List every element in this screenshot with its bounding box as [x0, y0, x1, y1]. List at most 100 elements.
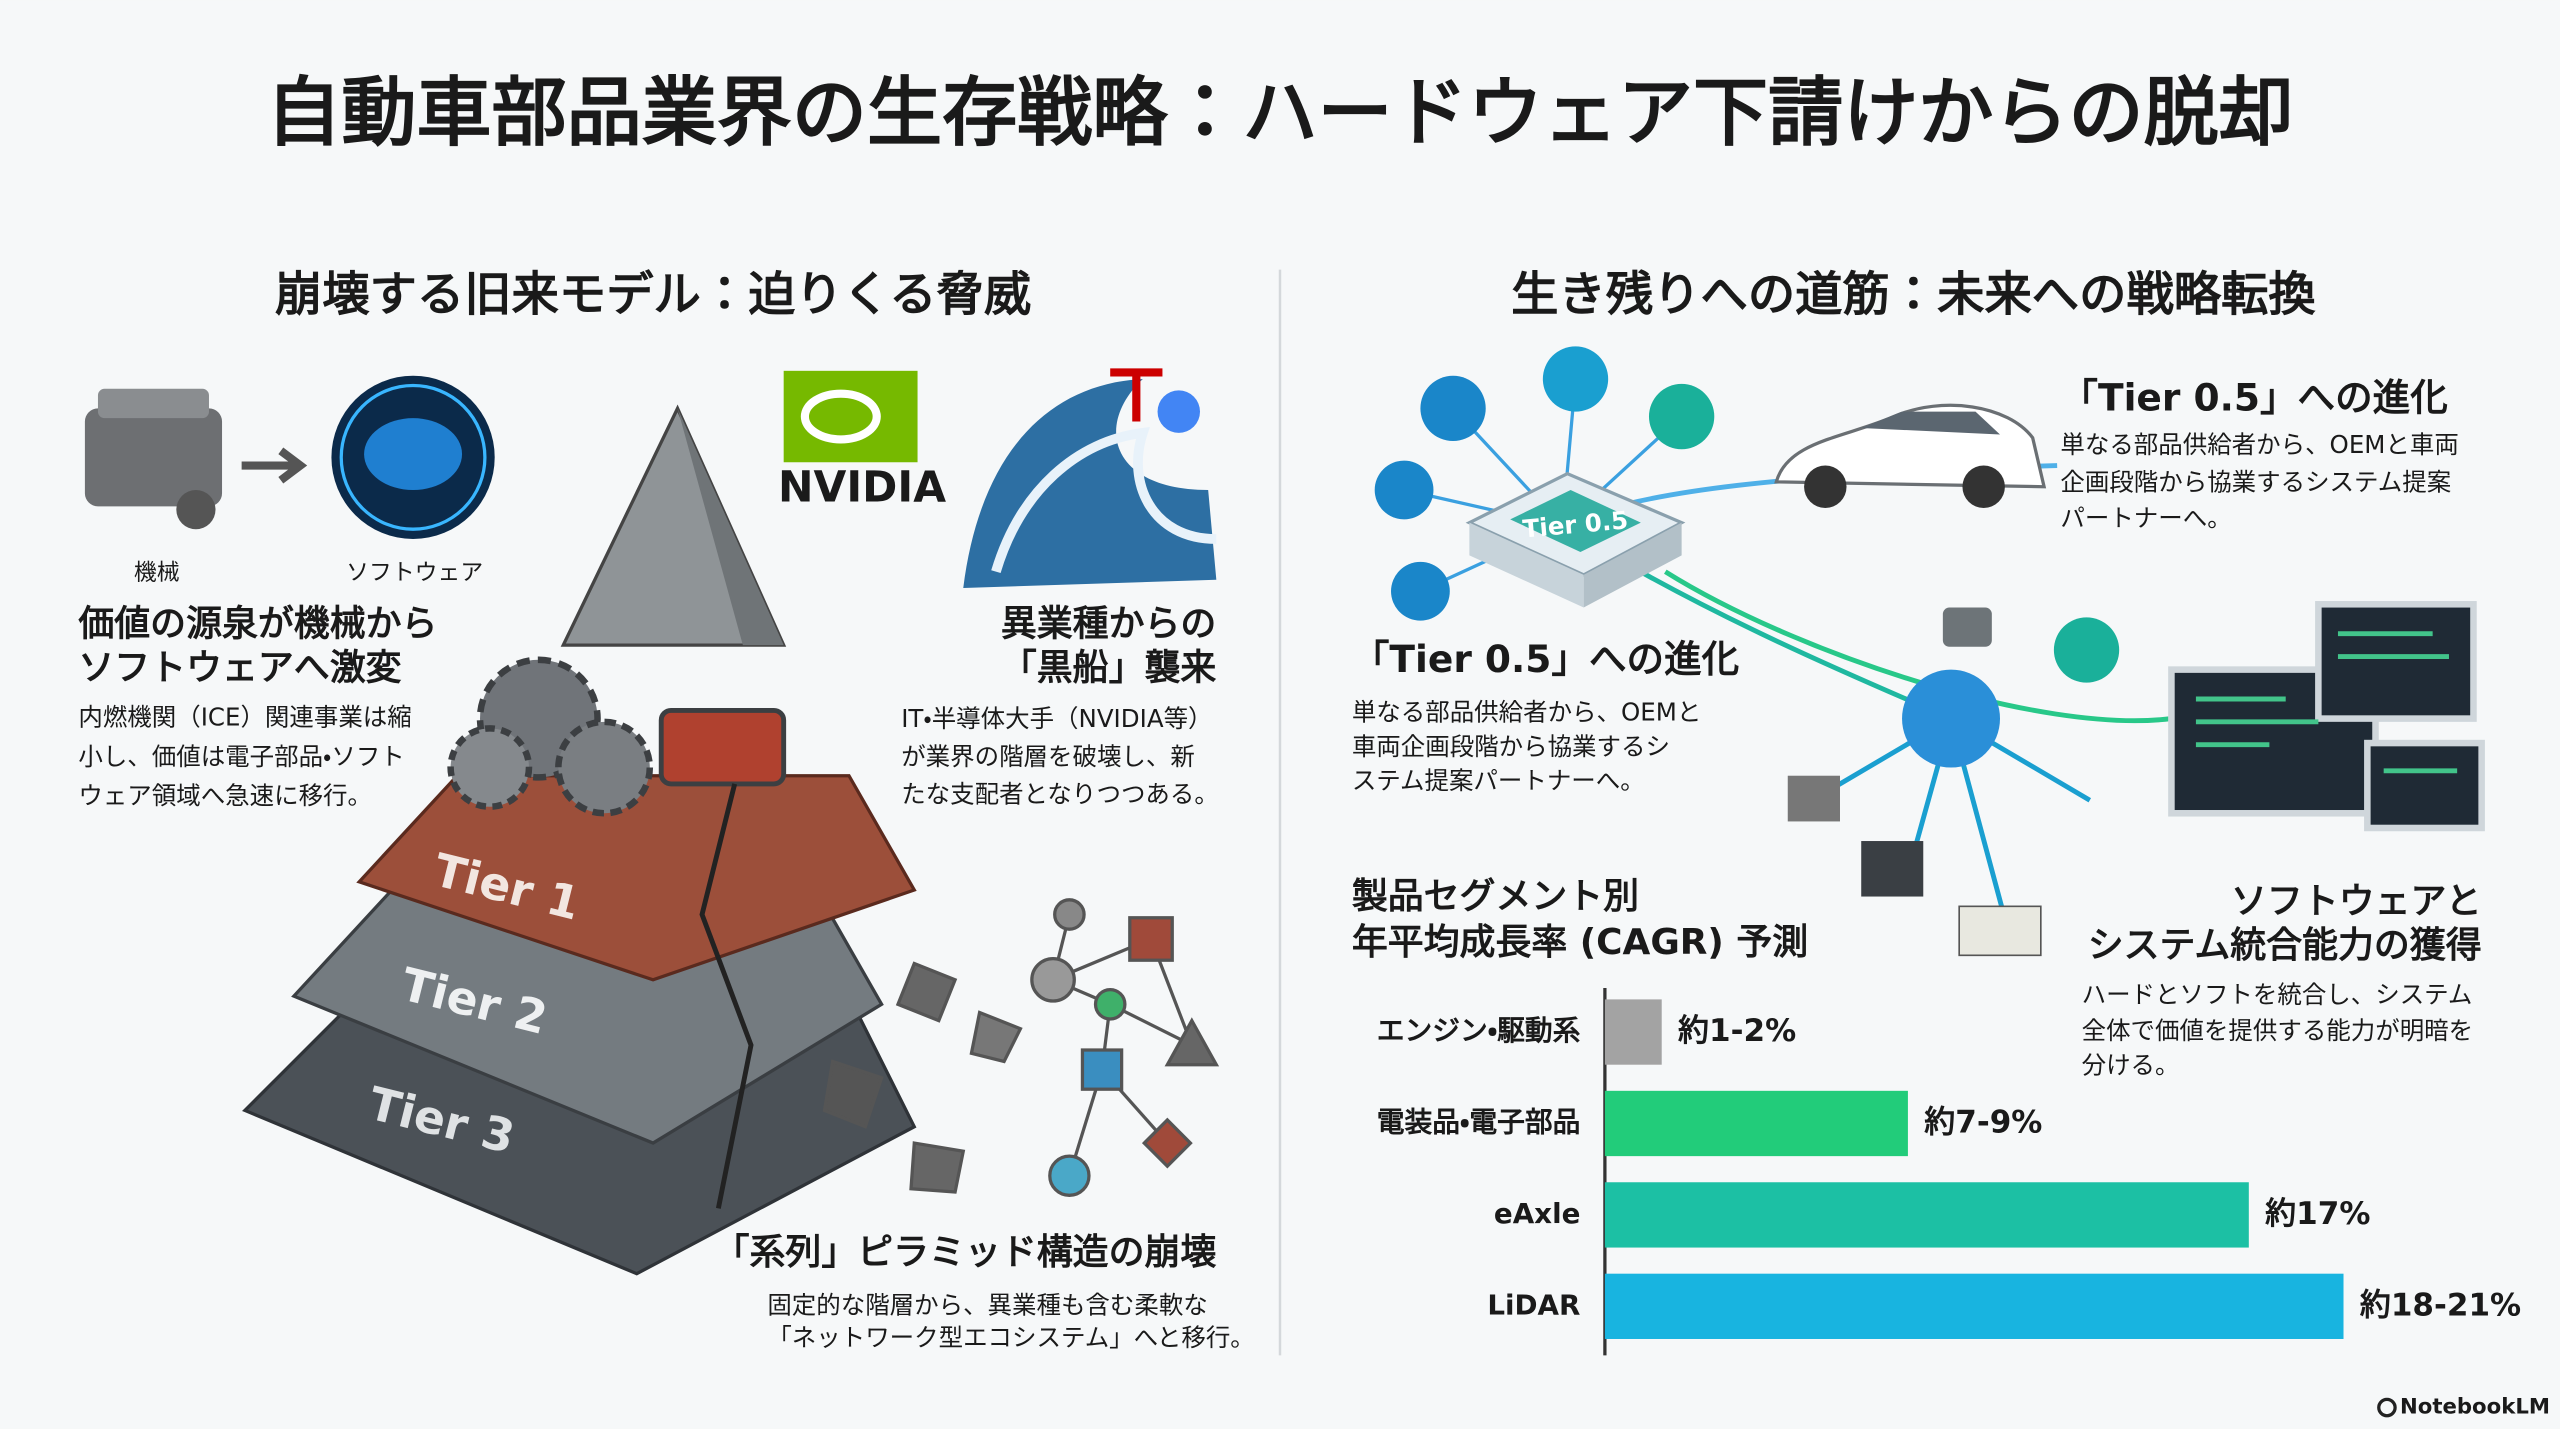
block-title: 異業種からの [1001, 604, 1216, 645]
arrow [241, 447, 308, 484]
network-part [1164, 1017, 1220, 1067]
nvidia-logo [783, 370, 918, 463]
ecosystem-network-part [1664, 569, 2172, 724]
node-icons-part [1902, 669, 2000, 768]
engine-icon-part [97, 388, 209, 419]
brain-icon-part [364, 418, 463, 491]
node-icons-part [1391, 561, 1450, 621]
block-body: 企画段階から協業するシステム提案 [2060, 467, 2451, 496]
pyramid-part [658, 707, 787, 787]
hub-box-part [1583, 522, 1682, 608]
node-icons-part [1542, 346, 1609, 412]
block-body: 全体で価値を提供する能力が明暗を [2082, 1016, 2474, 1045]
logo-part [2377, 1397, 2397, 1418]
block-body: が業界の階層を破壊し、新 [901, 742, 1195, 771]
wave-part [1157, 390, 1200, 433]
node-icons-part [2053, 617, 2120, 683]
node-icons-part [1420, 375, 1486, 442]
logo [2377, 1397, 2397, 1418]
category-label: 電装品・電子部品 [1377, 1105, 1581, 1138]
block-body: 分ける。 [2082, 1050, 2180, 1079]
engine-icon [84, 388, 223, 530]
nvidia-logo-part [800, 389, 881, 444]
pyramid-part [555, 718, 654, 817]
block-body: ハードとソフトを統合し、システム [2082, 980, 2473, 1009]
category-label: エンジン・駆動系 [1377, 1014, 1581, 1047]
block-body: ウェア領域へ急速に移行。 [78, 781, 372, 810]
block-body: 固定的な階層から、異業種も含む柔軟な [767, 1290, 1207, 1319]
ecosystem-network-part [1811, 716, 2092, 932]
hub-box-part [1469, 522, 1584, 608]
monitors-part [2195, 631, 2458, 774]
block-body: 単なる部品供給者から、OEMと車両 [2060, 430, 2458, 459]
wave-part [991, 427, 1217, 574]
node-icons-part [1374, 460, 1434, 520]
category-label: eAxle [1494, 1197, 1581, 1230]
block-body: ステム提案パートナーへ。 [1352, 766, 1645, 795]
value-label: 約18-21% [2360, 1287, 2521, 1323]
block-body: 単なる部品供給者から、OEMと [1352, 698, 1701, 727]
ecosystem-network-part [1403, 378, 1683, 593]
network-part [969, 1010, 1023, 1064]
car [1774, 403, 2047, 508]
block-body: たな支配者となりつつある。 [901, 779, 1219, 808]
block-title: 「Tier 0.5」への進化 [1352, 637, 1739, 681]
car-part [1861, 411, 2000, 435]
monitors [2168, 601, 2485, 832]
engine-icon-part [84, 408, 223, 507]
block-body: 内燃機関（ICE）関連事業は縮 [78, 703, 411, 732]
block-body: 小し、価値は電子部品・ソフト [78, 742, 404, 771]
network-part [1030, 956, 1076, 1003]
chart-title: 製品セグメント別 [1352, 876, 1639, 917]
node-icons-part [1787, 775, 1840, 822]
chart-title: 年平均成長率 (CAGR) 予測 [1352, 922, 1808, 963]
wave-part [963, 378, 1217, 588]
category-label: LiDAR [1487, 1288, 1580, 1321]
bar [1604, 1090, 1908, 1157]
block-body: IT・半導体大手（NVIDIA等） [901, 704, 1212, 733]
brain-icon-part [339, 383, 487, 531]
node-icons [1374, 346, 2120, 957]
value-label: 約7-9% [1924, 1104, 2042, 1140]
value-label: 約17% [2265, 1196, 2370, 1232]
icon-label: ソフトウェア [346, 560, 483, 586]
network-part [1053, 898, 1086, 931]
car-part [1962, 465, 2005, 508]
block-title: 価値の源泉が機械から [77, 604, 437, 645]
network-part [822, 1059, 884, 1129]
network-part [909, 1141, 966, 1194]
wave [963, 368, 1217, 588]
monitors-part [2364, 739, 2485, 832]
network-part [895, 961, 958, 1023]
bar [1604, 1273, 2344, 1339]
footer-brand: NotebookLM [2400, 1395, 2550, 1420]
hub-box [1465, 471, 1686, 608]
network-part [1128, 916, 1174, 962]
bar [1604, 999, 1662, 1065]
block-title: 「Tier 0.5」への進化 [2060, 376, 2447, 420]
bar [1604, 1182, 2249, 1248]
network-part [1141, 1117, 1193, 1169]
block-body: パートナーへ。 [2060, 503, 2231, 532]
icon-label: 機械 [134, 560, 180, 586]
pyramid [242, 404, 917, 1276]
network-part [1080, 1048, 1124, 1091]
network-part [1093, 987, 1127, 1021]
engine-icon-part [176, 490, 216, 530]
node-icons-part [1861, 841, 1924, 897]
section-heading: 崩壊する旧来モデル：迫りくる脅威 [275, 267, 1031, 322]
network [822, 898, 1220, 1197]
block-title: 「黒船」襲来 [1001, 648, 1217, 689]
hub-box-part [1510, 490, 1641, 553]
wave-part [1110, 368, 1163, 422]
monitors-part [2315, 601, 2477, 722]
node-icons-part [1958, 905, 2042, 957]
pyramid-part [699, 783, 754, 1209]
block-title: ソフトウェアと [2231, 881, 2482, 922]
brain-icon [331, 375, 495, 539]
value-label: 約1-2% [1678, 1013, 1796, 1049]
block-title: システム統合能力の獲得 [2088, 925, 2482, 966]
block-title: ソフトウェアへ激変 [78, 648, 401, 689]
car-part [1804, 465, 1847, 508]
